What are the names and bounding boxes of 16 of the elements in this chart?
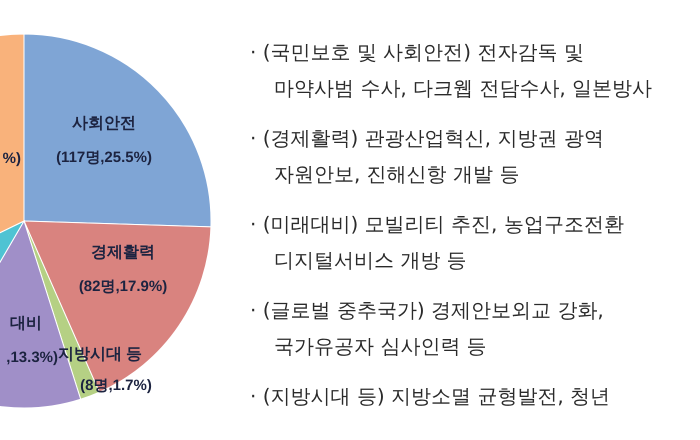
text: · (미래대비) 모빌리티 추진, 농업구조전환 (250, 212, 624, 236)
text: · (경제활력) 관광산업혁신, 지방권 광역 (250, 126, 604, 150)
text: 국가유공자 심사인력 등 (274, 334, 487, 358)
data-label: (117명,25.5%) (56, 149, 152, 166)
data-label: (82명,17.9%) (78, 278, 168, 295)
text: 디지털서비스 개방 등 (274, 248, 467, 272)
text: · (지방시대 등) 지방소멸 균형발전, 청년 (250, 384, 610, 408)
text: · (국민보호 및 사회안전) 전자감독 및 (250, 40, 584, 64)
data-label: %) (2, 150, 21, 167)
text: 자원안보, 진해신항 개발 등 (274, 162, 520, 186)
slice-label: 대비 (10, 315, 42, 332)
text: 마약사범 수사, 다크웹 전담수사, 일본방사 (274, 76, 652, 100)
text: · (글로벌 중추국가) 경제안보외교 강화, (250, 298, 604, 322)
slice-label: 경제활력 (91, 244, 155, 261)
data-label: ,13.3%) (6, 349, 58, 366)
slice-label: 사회안전 (72, 115, 136, 132)
